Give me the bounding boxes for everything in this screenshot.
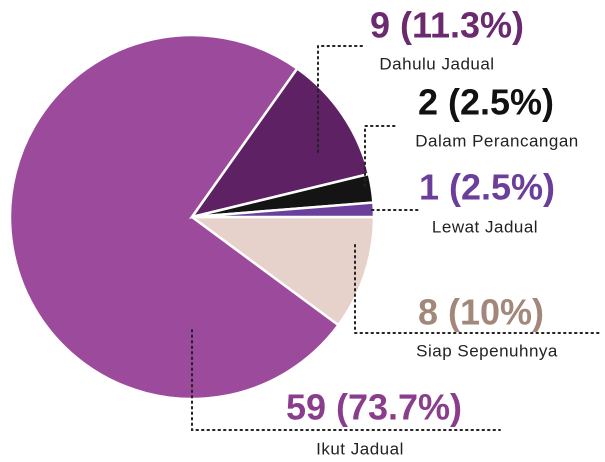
value-label: 9 (11.3%): [370, 5, 524, 46]
category-label: Ikut Jadual: [316, 439, 404, 458]
category-label: Lewat Jadual: [432, 217, 538, 236]
value-label: 8 (10%): [418, 292, 544, 333]
value-label: 1 (2.5%): [419, 167, 555, 208]
category-label: Dalam Perancangan: [415, 131, 578, 150]
category-label: Siap Sepenuhnya: [416, 341, 558, 360]
chart: 8 (10%) Siap Sepenuhnya 59 (73.7%) Ikut Jad…: [0, 0, 605, 462]
category-label: Dahulu Jadual: [379, 54, 494, 73]
value-label: 2 (2.5%): [418, 82, 554, 123]
value-label: 59 (73.7%): [286, 387, 462, 428]
